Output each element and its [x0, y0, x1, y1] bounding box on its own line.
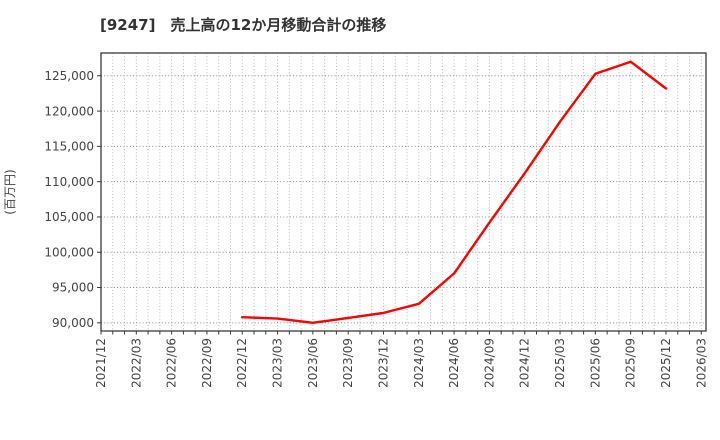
sales-line	[240, 60, 668, 324]
x-tick-label: 2025/09	[624, 338, 638, 388]
x-tick-label: 2026/03	[694, 338, 708, 388]
x-tick-label: 2025/03	[553, 338, 567, 388]
x-tick-label: 2024/09	[482, 338, 496, 388]
x-tick-label: 2022/12	[235, 338, 249, 388]
x-tick-label: 2024/06	[447, 338, 461, 388]
x-tick-label: 2023/12	[376, 338, 390, 388]
v-gridlines	[100, 53, 702, 331]
y-tick-label: 125,000	[44, 69, 94, 83]
y-tick-label: 115,000	[44, 140, 94, 154]
x-tick-label: 2025/12	[659, 338, 673, 388]
y-ticks	[97, 75, 101, 324]
x-tick-label: 2021/12	[94, 338, 108, 388]
x-tick-labels: 2021/12 2022/03 2022/06 2022/09 2022/12 2023/…	[94, 338, 708, 388]
x-tick-label: 2023/03	[271, 338, 285, 388]
x-tick-label: 2024/12	[518, 338, 532, 388]
x-tick-label: 2023/09	[341, 338, 355, 388]
x-tick-label: 2022/03	[129, 338, 143, 388]
plot-border	[100, 52, 707, 332]
y-tick-label: 120,000	[44, 104, 94, 118]
y-tick-label: 110,000	[44, 175, 94, 189]
y-axis-label: (百万円)	[3, 169, 17, 214]
y-tick-label: 105,000	[44, 210, 94, 224]
y-tick-label: 100,000	[44, 245, 94, 259]
x-tick-label: 2022/06	[165, 338, 179, 388]
x-tick-label: 2024/03	[412, 338, 426, 388]
x-tick-label: 2025/06	[588, 338, 602, 388]
x-tick-label: 2022/09	[200, 338, 214, 388]
y-tick-label: 95,000	[52, 281, 94, 295]
x-tick-label: 2023/06	[306, 338, 320, 388]
y-tick-label: 90,000	[52, 316, 94, 330]
chart-title: [9247] 売上高の12か月移動合計の推移	[100, 16, 387, 34]
h-gridlines	[101, 75, 706, 324]
y-tick-labels: 90,000 95,000 100,000 105,000 110,000 115,000…	[44, 69, 94, 330]
